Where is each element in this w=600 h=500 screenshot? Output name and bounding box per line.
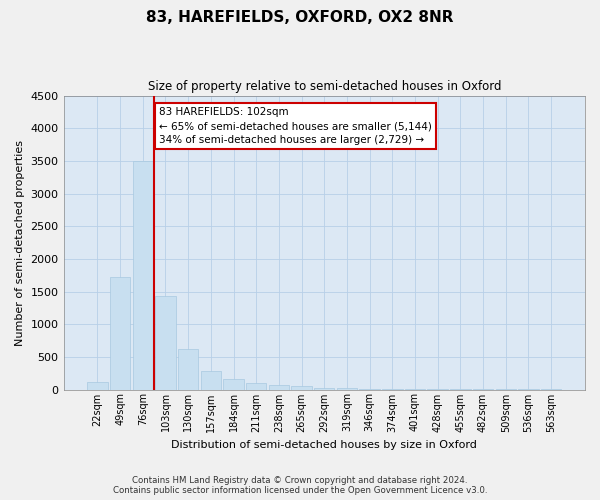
Y-axis label: Number of semi-detached properties: Number of semi-detached properties: [15, 140, 25, 346]
Text: 83, HAREFIELDS, OXFORD, OX2 8NR: 83, HAREFIELDS, OXFORD, OX2 8NR: [146, 10, 454, 25]
Bar: [337, 388, 357, 390]
Bar: [359, 388, 380, 390]
Bar: [405, 389, 425, 390]
Text: Contains HM Land Registry data © Crown copyright and database right 2024.
Contai: Contains HM Land Registry data © Crown c…: [113, 476, 487, 495]
Bar: [314, 388, 334, 390]
Title: Size of property relative to semi-detached houses in Oxford: Size of property relative to semi-detach…: [148, 80, 501, 93]
X-axis label: Distribution of semi-detached houses by size in Oxford: Distribution of semi-detached houses by …: [172, 440, 477, 450]
Bar: [155, 296, 176, 390]
Bar: [110, 277, 130, 390]
Bar: [292, 386, 312, 390]
Bar: [269, 385, 289, 390]
Bar: [382, 389, 403, 390]
Text: 83 HAREFIELDS: 102sqm
← 65% of semi-detached houses are smaller (5,144)
34% of s: 83 HAREFIELDS: 102sqm ← 65% of semi-deta…: [158, 108, 431, 146]
Bar: [223, 379, 244, 390]
Bar: [200, 370, 221, 390]
Bar: [133, 161, 153, 390]
Bar: [87, 382, 107, 390]
Bar: [246, 384, 266, 390]
Bar: [178, 349, 199, 390]
